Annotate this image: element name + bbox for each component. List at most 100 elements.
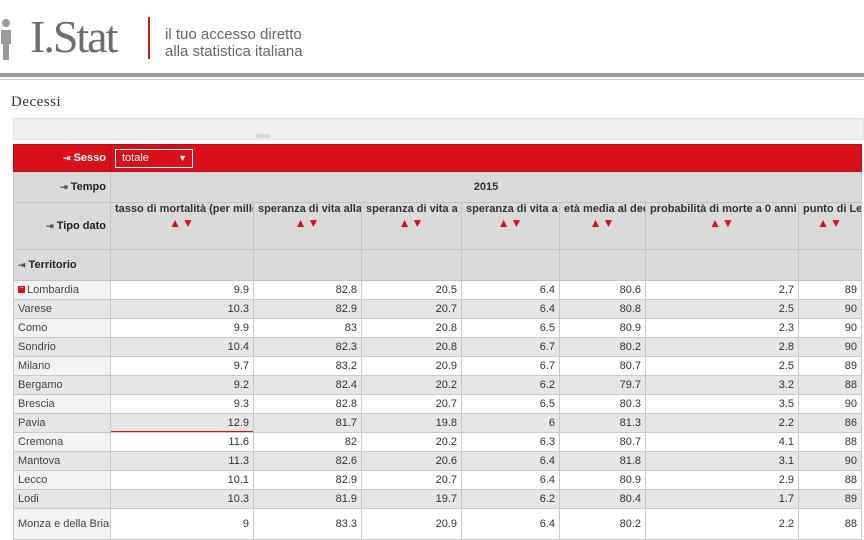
dropdown-arrow-icon: ▼ bbox=[178, 152, 187, 163]
row-label: Sondrio bbox=[13, 337, 111, 357]
data-cell: 9.9 bbox=[110, 318, 254, 338]
row-label-text: Monza e della Brianza bbox=[18, 517, 110, 530]
column-header: età media al decesso▲▼ bbox=[559, 202, 646, 250]
data-cell: 3.1 bbox=[645, 451, 799, 471]
data-cell: 6.5 bbox=[461, 318, 560, 338]
row-label: Brescia bbox=[13, 394, 111, 414]
territorio-axis-label[interactable]: ⇥ Territorio bbox=[13, 249, 111, 281]
data-cell: 11.3 bbox=[110, 451, 254, 471]
sort-arrows-icon[interactable]: ▲▼ bbox=[589, 216, 616, 230]
empty-cell bbox=[645, 249, 799, 281]
data-cell: 80.2 bbox=[559, 508, 646, 540]
sort-arrows-icon[interactable]: ▲▼ bbox=[709, 216, 735, 230]
data-cell: 81.3 bbox=[559, 413, 646, 433]
tipo-dato-label-text: Tipo dato bbox=[56, 220, 106, 232]
pivot-arrow-icon: ⇥ bbox=[63, 153, 71, 163]
column-title: tasso di mortalità (per mille abitanti) bbox=[115, 203, 253, 216]
row-label: Milano bbox=[13, 356, 111, 376]
data-cell: 80.8 bbox=[559, 299, 646, 319]
sort-arrows-icon[interactable]: ▲▼ bbox=[169, 216, 195, 230]
toolbar[interactable] bbox=[13, 118, 864, 140]
row-label-text: Como bbox=[18, 321, 48, 334]
table-row: Varese 10.3 82.9 20.7 6.4 80.8 2.5 90 bbox=[13, 299, 863, 319]
data-cell: 88 bbox=[797, 375, 863, 395]
tempo-axis-label[interactable]: ⇥ Tempo bbox=[13, 171, 111, 203]
sesso-filter-cell: totale ▼ bbox=[109, 144, 863, 172]
pivot-arrow-icon: ⇥ bbox=[60, 182, 68, 192]
data-cell: 19.7 bbox=[361, 489, 462, 509]
data-cell: 81.7 bbox=[253, 413, 362, 433]
column-title: punto di Lexis bbox=[803, 203, 862, 216]
collapse-icon[interactable]: − bbox=[18, 285, 25, 294]
tipo-dato-axis-label[interactable]: ⇥ Tipo dato bbox=[13, 202, 111, 250]
column-title: età media al decesso bbox=[564, 203, 645, 216]
tipo-dato-row: ⇥Tipo dato tasso di mortalità (per mille… bbox=[13, 202, 863, 250]
tagline-line-1: il tuo accesso diretto bbox=[165, 26, 302, 43]
column-header: punto di Lexis▲▼ bbox=[797, 202, 863, 250]
table-row: Monza e della Brianza983.320.96.480.22.2… bbox=[13, 508, 863, 540]
sesso-select-value: totale bbox=[122, 151, 149, 164]
data-cell: 88 bbox=[797, 470, 863, 490]
sesso-row: ⇥ Sesso totale ▼ bbox=[13, 144, 863, 172]
data-cell: 80.2 bbox=[559, 337, 646, 357]
data-cell: 9.7 bbox=[110, 356, 254, 376]
table-row: Brescia 9.3 82.8 20.7 6.5 80.3 3.5 90 bbox=[13, 394, 863, 414]
data-cell: 82.4 bbox=[253, 375, 362, 395]
data-cell: 88 bbox=[797, 508, 863, 540]
row-label: Varese bbox=[13, 299, 111, 319]
sort-arrows-icon[interactable]: ▲▼ bbox=[497, 216, 524, 230]
data-cell: 1.7 bbox=[645, 489, 799, 509]
data-cell: 80.7 bbox=[559, 356, 646, 376]
row-label: Lodi bbox=[13, 489, 111, 509]
empty-cell bbox=[559, 249, 646, 281]
data-cell: 2.2 bbox=[645, 413, 799, 433]
table-row: Mantova 11.3 82.6 20.6 6.4 81.8 3.1 90 bbox=[13, 451, 863, 471]
data-cell: 82.8 bbox=[253, 394, 362, 414]
column-header: probabilità di morte a 0 anni (per mille… bbox=[645, 202, 799, 250]
site-header: I.Stat il tuo accesso diretto alla stati… bbox=[0, 0, 864, 72]
data-cell: 83.2 bbox=[253, 356, 362, 376]
data-cell: 20.6 bbox=[361, 451, 462, 471]
empty-cell bbox=[110, 249, 254, 281]
row-label: Como bbox=[13, 318, 111, 338]
data-cell: 6.4 bbox=[461, 280, 560, 300]
row-label-text: Lodi bbox=[18, 492, 39, 505]
column-title: speranza di vita alla nascita bbox=[258, 203, 362, 216]
data-cell: 2.2 bbox=[645, 508, 799, 540]
sort-arrows-icon[interactable]: ▲▼ bbox=[398, 216, 425, 230]
data-cell: 10.3 bbox=[110, 299, 254, 319]
territorio-label-text: Territorio bbox=[28, 259, 77, 271]
column-title: speranza di vita a 85 anni bbox=[466, 203, 559, 216]
data-cell: 88 bbox=[797, 432, 863, 452]
data-cell: 2.5 bbox=[645, 356, 799, 376]
data-cell: 89 bbox=[797, 489, 863, 509]
row-label[interactable]: − Lombardia bbox=[13, 280, 111, 300]
sesso-axis-label[interactable]: ⇥ Sesso bbox=[13, 144, 111, 172]
data-cell: 82.9 bbox=[253, 470, 362, 490]
toolbar-item[interactable] bbox=[256, 134, 270, 138]
row-label: Pavia bbox=[13, 413, 111, 433]
istat-logo[interactable]: I.Stat bbox=[30, 11, 118, 62]
table-row: Sondrio 10.4 82.3 20.8 6.7 80.2 2.8 90 bbox=[13, 337, 863, 357]
sesso-select[interactable]: totale ▼ bbox=[115, 148, 193, 168]
data-cell: 83 bbox=[253, 318, 362, 338]
data-cell: 6.7 bbox=[461, 356, 560, 376]
data-cell: 3.2 bbox=[645, 375, 799, 395]
row-label-text: Mantova bbox=[18, 454, 61, 467]
sort-arrows-icon[interactable]: ▲▼ bbox=[817, 216, 843, 230]
sort-arrows-icon[interactable]: ▲▼ bbox=[294, 216, 321, 230]
data-cell: 81.8 bbox=[559, 451, 646, 471]
data-cell: 6.2 bbox=[461, 489, 560, 509]
data-cell: 80.6 bbox=[559, 280, 646, 300]
data-cell: 6 bbox=[461, 413, 560, 433]
data-cell: 2.5 bbox=[645, 299, 799, 319]
data-cell: 80.3 bbox=[559, 394, 646, 414]
column-header: speranza di vita a 85 anni▲▼ bbox=[461, 202, 560, 250]
tempo-label-text: Tempo bbox=[70, 181, 106, 193]
data-cell: 2.9 bbox=[645, 470, 799, 490]
data-cell: 90 bbox=[797, 451, 863, 471]
territorio-row: ⇥ Territorio bbox=[13, 249, 863, 281]
row-label: Bergamo bbox=[13, 375, 111, 395]
table-row: Como 9.9 83 20.8 6.5 80.9 2.3 90 bbox=[13, 318, 863, 338]
pivot-table: ⇥ Sesso totale ▼ ⇥ Tempo 2015 ⇥ Tipo dato ta… bbox=[13, 144, 863, 540]
